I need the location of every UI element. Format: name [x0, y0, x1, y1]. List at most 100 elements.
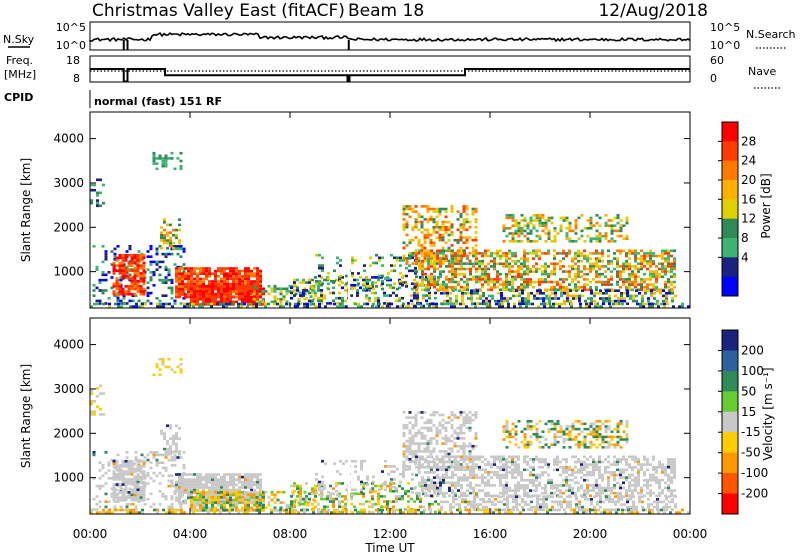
heatmap-cell [610, 283, 613, 286]
heatmap-cell [493, 458, 496, 461]
heatmap-cell [318, 493, 321, 497]
heatmap-cell [259, 501, 262, 505]
heatmap-cell [164, 162, 168, 165]
heatmap-cell [408, 452, 412, 456]
heatmap-cell [241, 496, 244, 499]
heatmap-cell [429, 429, 433, 432]
heatmap-cell [439, 481, 442, 485]
heatmap-cell [142, 498, 146, 502]
heatmap-cell [502, 489, 505, 492]
heatmap-cell [318, 488, 321, 492]
heatmap-cell [238, 486, 241, 489]
heatmap-cell [668, 289, 671, 292]
heatmap-cell [232, 275, 235, 278]
heatmap-cell [652, 262, 655, 266]
heatmap-cell [113, 294, 117, 297]
heatmap-cell [641, 299, 644, 303]
heatmap-cell [607, 283, 610, 286]
heatmap-cell [244, 481, 247, 484]
heatmap-cell [202, 478, 205, 481]
heatmap-cell [460, 486, 463, 490]
heatmap-cell [253, 280, 256, 283]
heatmap-cell [196, 490, 199, 494]
heatmap-cell [130, 496, 134, 499]
heatmap-cell [535, 473, 538, 477]
heatmap-cell [130, 478, 134, 481]
heatmap-cell [517, 471, 520, 474]
heatmap-cell [155, 474, 159, 477]
heatmap-cell [463, 280, 466, 284]
heatmap-cell [634, 259, 637, 263]
heatmap-cell [112, 472, 116, 476]
heatmap-cell [104, 250, 108, 253]
heatmap-cell [517, 275, 520, 279]
heatmap-cell [398, 296, 401, 300]
heatmap-cell [566, 292, 569, 295]
heatmap-cell [535, 240, 539, 243]
heatmap-cell [484, 471, 487, 474]
heatmap-cell [366, 302, 369, 306]
heatmap-cell [252, 292, 256, 296]
heatmap-cell [523, 259, 526, 263]
heatmap-cell [125, 276, 129, 279]
beam-label: Beam 18 [348, 1, 424, 21]
heatmap-cell [607, 254, 610, 258]
heatmap-cell [662, 294, 665, 298]
heatmap-cell [415, 259, 418, 263]
heatmap-cell [202, 267, 205, 270]
heatmap-cell [187, 491, 190, 494]
heatmap-cell [250, 269, 253, 273]
heatmap-cell [454, 481, 457, 485]
heatmap-cell [517, 465, 520, 469]
heatmap-cell [470, 297, 473, 300]
heatmap-cell [356, 283, 359, 287]
heatmap-cell [405, 282, 408, 286]
heatmap-cell [115, 282, 119, 286]
heatmap-cell [565, 278, 568, 281]
heatmap-cell [490, 259, 493, 263]
heatmap-cell [133, 496, 137, 499]
heatmap-cell [250, 493, 253, 497]
heatmap-cell [155, 260, 159, 264]
nsearch-tick-bottom: 10^0 [710, 39, 740, 52]
heatmap-cell [167, 268, 171, 271]
heatmap-cell [499, 491, 502, 495]
heatmap-cell [622, 278, 625, 281]
heatmap-cell [247, 498, 250, 502]
heatmap-cell [124, 480, 128, 484]
heatmap-cell [427, 455, 430, 459]
heatmap-cell [673, 265, 676, 268]
heatmap-cell [202, 509, 205, 512]
heatmap-cell [474, 411, 478, 414]
heatmap-cell [119, 484, 123, 488]
heatmap-cell [496, 458, 499, 461]
heatmap-cell [484, 278, 487, 281]
heatmap-cell [146, 286, 150, 290]
heatmap-cell [293, 489, 296, 493]
heatmap-cell [434, 500, 437, 503]
heatmap-cell [264, 506, 268, 510]
heatmap-cell [614, 289, 617, 292]
heatmap-cell [442, 478, 445, 482]
heatmap-cell [112, 498, 116, 502]
heatmap-cell [405, 455, 409, 458]
heatmap-cell [121, 493, 125, 497]
heatmap-cell [502, 484, 505, 487]
heatmap-cell [142, 266, 146, 270]
heatmap-cell [565, 252, 568, 255]
heatmap-cell [95, 508, 99, 511]
heatmap-cell [562, 252, 565, 255]
heatmap-cell [429, 442, 433, 445]
heatmap-cell [229, 481, 232, 484]
heatmap-cell [454, 272, 457, 276]
heatmap-cell [326, 510, 329, 514]
heatmap-cell [167, 458, 171, 462]
heatmap-cell [158, 490, 162, 493]
heatmap-cell [646, 259, 649, 263]
heatmap-cell [320, 296, 323, 300]
heatmap-cell [232, 272, 235, 275]
heatmap-cell [190, 483, 193, 487]
heatmap-cell [459, 447, 463, 451]
heatmap-cell [563, 289, 566, 292]
